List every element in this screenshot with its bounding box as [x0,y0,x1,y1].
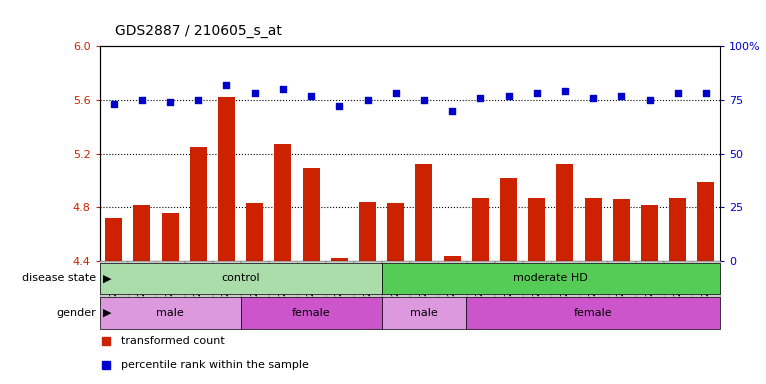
Bar [584,198,601,261]
Text: disease state: disease state [21,273,96,283]
Text: GSM217779: GSM217779 [588,263,597,314]
Point [700,90,712,96]
Point [615,93,627,99]
Point [333,103,345,109]
Bar [218,97,235,261]
Point [390,90,402,96]
Text: GSM217774: GSM217774 [194,263,203,314]
Text: GSM217785: GSM217785 [420,263,428,314]
Bar [359,202,376,261]
Point [417,97,430,103]
Text: transformed count: transformed count [121,336,225,346]
Text: GSM217777: GSM217777 [532,263,542,314]
Text: GSM217770: GSM217770 [363,263,372,314]
Point [136,97,148,103]
FancyBboxPatch shape [466,297,720,328]
Text: GSM217767: GSM217767 [278,263,287,314]
Text: GSM217778: GSM217778 [561,263,569,314]
Bar [500,178,517,261]
Point [558,88,571,94]
FancyBboxPatch shape [241,297,381,328]
Bar [556,164,574,261]
Point [672,90,684,96]
Bar [133,205,150,261]
Text: GSM217768: GSM217768 [306,263,316,314]
Text: GSM217766: GSM217766 [250,263,259,314]
Bar [613,199,630,261]
Bar [388,204,404,261]
Bar [331,258,348,261]
Text: female: female [292,308,330,318]
Bar [698,182,715,261]
Point [587,94,599,101]
Text: male: male [410,308,438,318]
Bar [303,169,319,261]
Point [248,90,260,96]
Point [164,99,176,105]
Bar [669,198,686,261]
Text: control: control [221,273,260,283]
Text: GSM217780: GSM217780 [617,263,626,314]
Point [192,97,205,103]
Text: male: male [156,308,184,318]
Point [446,108,458,114]
Text: GSM217769: GSM217769 [335,263,344,314]
Bar [415,164,432,261]
Bar [529,198,545,261]
Point [277,86,289,92]
FancyBboxPatch shape [381,263,720,294]
Point [643,97,656,103]
Point [531,90,543,96]
Bar [162,213,178,261]
FancyBboxPatch shape [381,297,466,328]
Text: GSM217776: GSM217776 [504,263,513,314]
Text: GSM217775: GSM217775 [222,263,231,314]
Bar [190,147,207,261]
Text: ▶: ▶ [103,273,112,283]
Text: GSM217782: GSM217782 [673,263,683,314]
Text: GDS2887 / 210605_s_at: GDS2887 / 210605_s_at [115,25,282,38]
Point [221,82,233,88]
Text: percentile rank within the sample: percentile rank within the sample [121,360,309,370]
Text: GSM217771: GSM217771 [110,263,118,314]
Text: GSM217783: GSM217783 [702,263,710,314]
Point [502,93,515,99]
Text: GSM217784: GSM217784 [391,263,400,314]
Point [362,97,374,103]
FancyBboxPatch shape [100,297,241,328]
Text: GSM217773: GSM217773 [165,263,175,314]
Text: GSM217781: GSM217781 [645,263,654,314]
Point [474,94,486,101]
Text: gender: gender [56,308,96,318]
Bar [274,144,291,261]
Text: GSM217786: GSM217786 [447,263,457,314]
Text: female: female [574,308,613,318]
Point [107,101,119,107]
Text: GSM217772: GSM217772 [137,263,146,314]
Text: moderate HD: moderate HD [513,273,588,283]
Bar [641,205,658,261]
Text: GSM217787: GSM217787 [476,263,485,314]
Point [305,93,317,99]
Bar [105,218,122,261]
FancyBboxPatch shape [100,263,381,294]
Bar [444,256,460,261]
Text: ▶: ▶ [103,308,112,318]
Bar [472,198,489,261]
Bar [246,204,264,261]
